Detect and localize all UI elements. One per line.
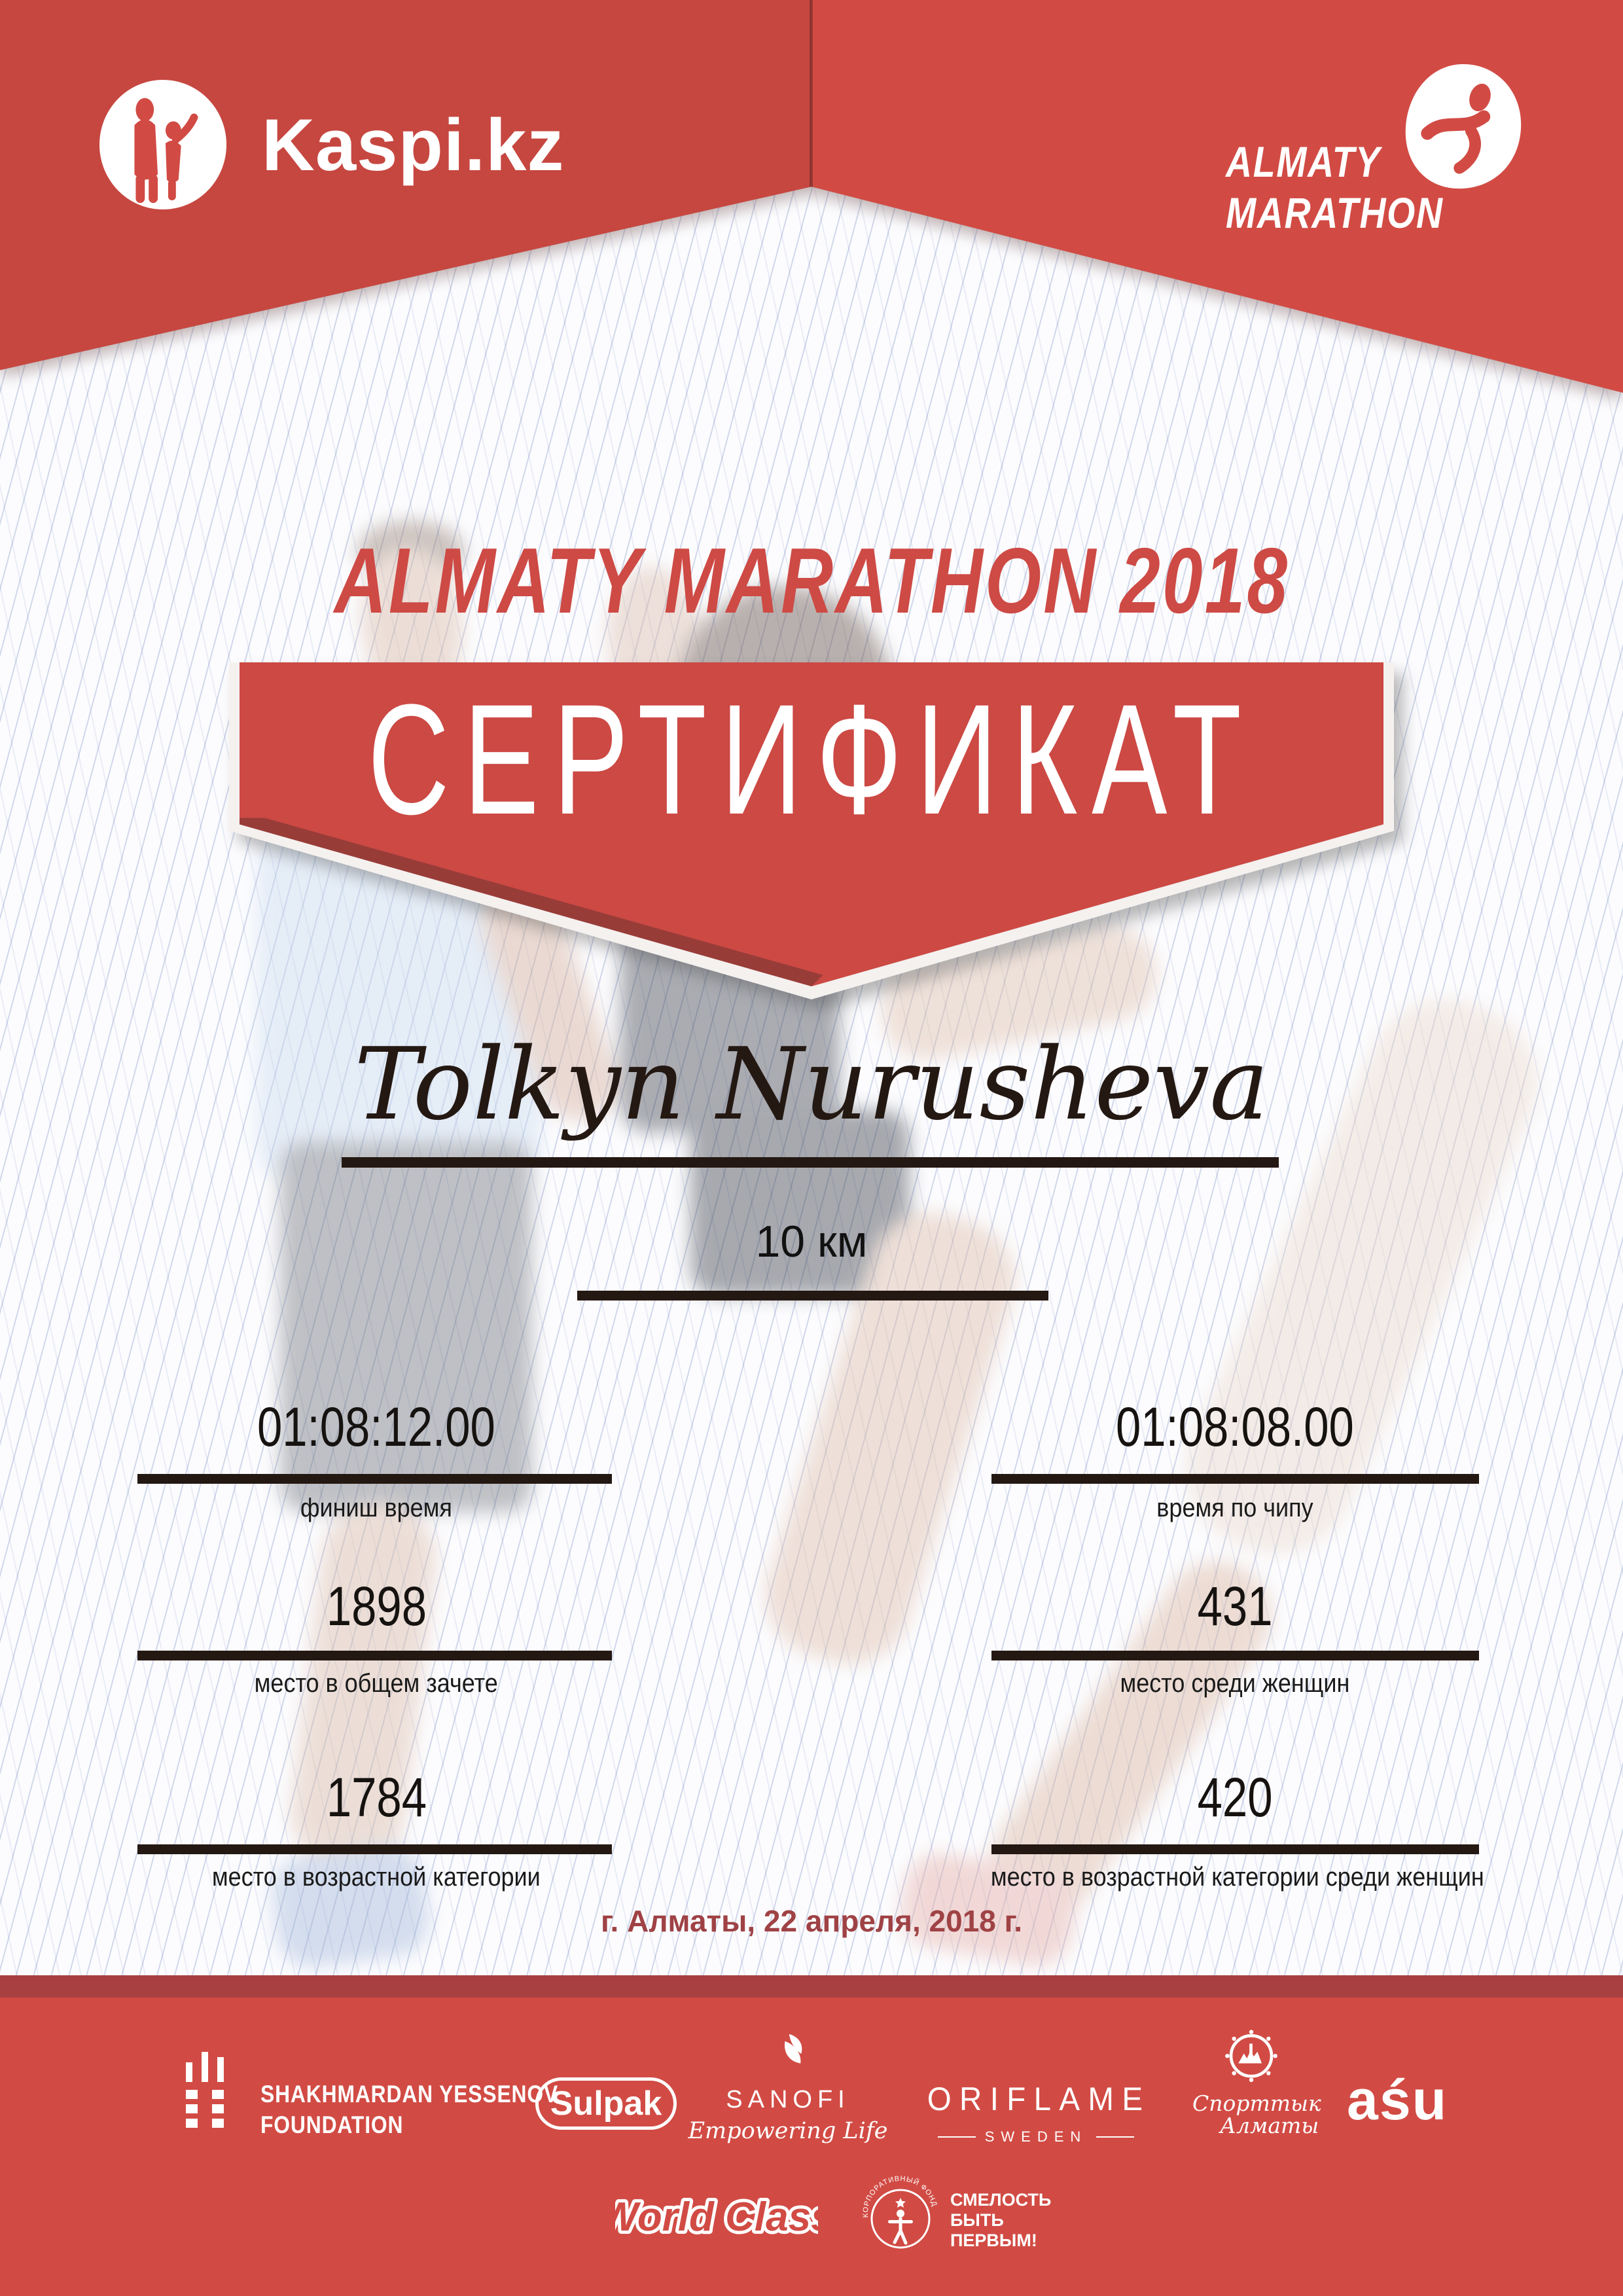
women-place-value: 431: [1197, 1575, 1273, 1637]
sanofi-name: SANOFI: [726, 2086, 850, 2113]
date-line: г. Алматы, 22 апреля, 2018 г.: [601, 1904, 1022, 1938]
women-place-label: место среди женщин: [1120, 1669, 1350, 1698]
sport-almaty-text-line2: Алматы: [1220, 2113, 1319, 2138]
age-place-underline: [137, 1844, 612, 1854]
sponsor-worldclass: World Class: [615, 2191, 818, 2243]
certificate-ribbon: [229, 662, 1394, 999]
sanofi-tagline: Empowering Life: [688, 2118, 888, 2144]
finish-time-underline: [137, 1474, 612, 1484]
sponsor-asu: aśu: [1347, 2069, 1448, 2132]
sport-almaty-text-line1: Спорттык: [1192, 2090, 1321, 2116]
banner-center-fold: [810, 0, 813, 188]
recipient-underline: [342, 1157, 1279, 1168]
sport-almaty-emblem-icon: [1225, 2030, 1277, 2083]
almaty-marathon-icon: [1405, 63, 1522, 189]
recipient-name: Tolkyn Nurusheva: [354, 1026, 1269, 1142]
event-title: ALMATY MARATHON 2018: [0, 528, 1623, 635]
chip-time-underline: [991, 1474, 1479, 1484]
age-women-place-underline: [991, 1844, 1479, 1854]
footer: [0, 1998, 1623, 2296]
yessenov-foundation-icon: [183, 2051, 226, 2128]
footer-accent-band: [0, 1975, 1623, 1998]
chip-time-value: 01:08:08.00: [1116, 1396, 1354, 1458]
ribbon-outline: [229, 662, 1394, 999]
overall-place-underline: [137, 1651, 612, 1660]
women-place-underline: [991, 1651, 1479, 1660]
oriflame-rule-right: [1096, 2136, 1135, 2138]
finish-time-label: финиш время: [300, 1494, 453, 1522]
overall-place-value: 1898: [326, 1575, 427, 1637]
svg-text:World Class: World Class: [615, 2195, 818, 2240]
kaspi-logo-icon: [99, 80, 227, 209]
certificate-label: СЕРТИФИКАТ: [367, 672, 1256, 847]
age-women-place-value: 420: [1197, 1767, 1273, 1828]
fund-emblem-icon: КОРПОРАТИВНЫЙ ФОНД: [862, 2175, 938, 2249]
sponsor-yessenov-foundation: SHAKHMARDAN YESSENOV FOUNDATION: [260, 2081, 559, 2138]
age-place-label: место в возрастной категории: [212, 1863, 541, 1892]
kaspi-logo-text: Kaspi.kz: [262, 103, 565, 186]
oriflame-sub: SWEDEN: [984, 2128, 1088, 2145]
almaty-marathon-text-line1: ALMATY: [1226, 137, 1381, 186]
age-women-place-label: место в возрастной категории среди женщи…: [990, 1863, 1484, 1892]
sponsor-sulpak: Sulpak: [535, 2077, 677, 2130]
sponsor-sanofi: SANOFI Empowering Life: [686, 2033, 890, 2144]
overall-place-label: место в общем зачете: [254, 1669, 499, 1698]
kaspi-logo: Kaspi.kz: [98, 79, 564, 211]
age-place-value: 1784: [326, 1767, 427, 1828]
fund-slogan: СМЕЛОСТЬ БЫТЬ ПЕРВЫМ!: [950, 2190, 1052, 2250]
sponsor-sport-almaty: Спорттык Алматы: [1192, 2028, 1321, 2138]
distance-underline: [577, 1291, 1048, 1300]
oriflame-name: ORIFLAME: [927, 2081, 1151, 2117]
event-title-text: ALMATY MARATHON 2018: [334, 529, 1289, 633]
finish-time-value: 01:08:12.00: [257, 1396, 495, 1458]
chip-time-label: время по чипу: [1156, 1494, 1313, 1522]
almaty-marathon-logo: ALMATY MARATHON: [1226, 136, 1485, 238]
almaty-marathon-text-line2: MARATHON: [1226, 188, 1444, 237]
distance-value: 10 км: [755, 1217, 868, 1266]
oriflame-rule-left: [937, 2136, 976, 2138]
sponsor-oriflame: ORIFLAME SWEDEN: [921, 2080, 1150, 2145]
sanofi-bird-icon: [784, 2034, 802, 2064]
